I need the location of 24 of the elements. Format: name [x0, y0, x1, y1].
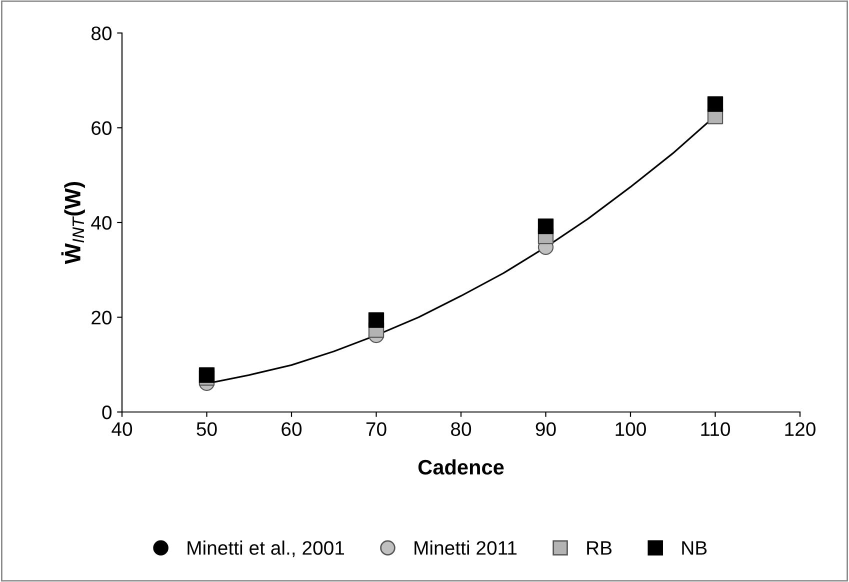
x-tick-label: 120: [785, 422, 816, 436]
x-axis-title: Cadence: [418, 459, 504, 475]
x-tick-label: 50: [196, 422, 217, 436]
y-axis-title: Ẇ$_{INT}$(W): [61, 182, 85, 264]
point: [538, 218, 554, 234]
y-tick-label: 40: [91, 216, 112, 230]
y-tick-label: 0: [102, 405, 112, 420]
x-tick-label: 80: [451, 422, 472, 436]
y-tick-label: 20: [92, 310, 112, 324]
x-tick-label: 60: [282, 422, 302, 436]
x-tick-label: 100: [616, 422, 646, 436]
y-tick-label: 60: [92, 121, 112, 135]
legend-label: RB: [587, 541, 612, 555]
legend-label: Minetti et al., 2001: [188, 540, 344, 558]
x-tick-label: 90: [536, 422, 556, 436]
point: [707, 96, 724, 112]
point: [198, 367, 215, 383]
legend-label: NB: [682, 541, 707, 555]
y-tick-label: 80: [91, 26, 112, 40]
legend-label: Minetti 2011: [414, 540, 517, 555]
x-tick-label: 40: [112, 422, 132, 436]
x-tick-label: 110: [701, 422, 730, 436]
point: [368, 312, 384, 328]
x-tick-label: 70: [366, 422, 386, 436]
